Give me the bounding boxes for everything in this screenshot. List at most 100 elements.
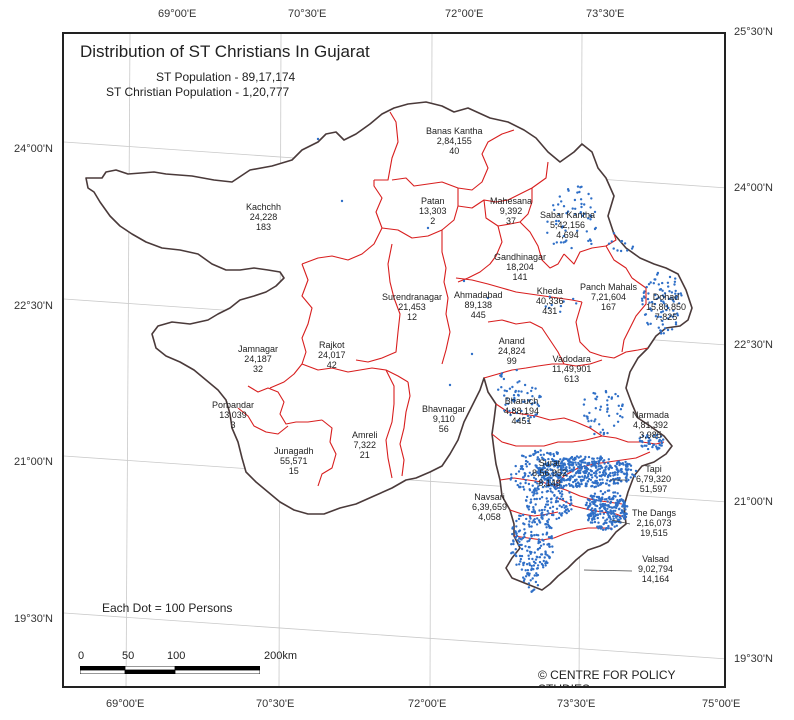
dot	[524, 481, 527, 485]
dot	[625, 505, 629, 508]
dot	[599, 512, 602, 516]
dot	[533, 521, 537, 524]
dot	[505, 389, 508, 393]
dot	[546, 481, 549, 484]
dot	[590, 419, 593, 422]
dot	[599, 431, 602, 434]
dot	[623, 513, 627, 516]
dot	[547, 518, 550, 521]
map-frame: Distribution of ST Christians In Gujarat…	[62, 32, 726, 688]
dot	[528, 515, 532, 518]
dot	[620, 498, 623, 501]
dot-legend: Each Dot = 100 Persons	[102, 601, 233, 615]
dot	[601, 471, 605, 474]
dot	[587, 473, 590, 476]
dot	[562, 468, 566, 471]
dot	[547, 536, 551, 539]
dot	[589, 494, 592, 498]
dot	[589, 469, 593, 473]
dot	[616, 481, 619, 485]
dot	[602, 516, 605, 519]
dot	[592, 462, 596, 465]
dot	[559, 241, 563, 244]
dot	[599, 467, 602, 470]
dot	[578, 485, 581, 488]
dot	[598, 507, 601, 510]
dot	[527, 505, 531, 508]
dot	[563, 506, 566, 509]
dot	[657, 315, 660, 318]
dot	[527, 582, 531, 585]
dot	[621, 510, 625, 514]
dot	[662, 332, 665, 335]
dot	[515, 563, 518, 566]
dot	[533, 518, 536, 521]
dot	[560, 495, 563, 498]
dot	[546, 520, 549, 524]
dot	[605, 527, 608, 530]
dot	[526, 549, 529, 552]
dot	[585, 482, 588, 486]
dot	[529, 517, 532, 520]
dot	[562, 235, 565, 238]
scale-label-50: 50	[122, 650, 135, 662]
dot	[601, 528, 605, 531]
dot	[565, 466, 568, 469]
dot	[560, 466, 563, 470]
dot	[565, 505, 568, 508]
dot	[527, 557, 531, 560]
dot	[621, 416, 624, 419]
dot	[539, 472, 542, 475]
dot	[573, 198, 577, 202]
dot	[632, 474, 635, 477]
dot	[673, 280, 677, 283]
dot	[583, 465, 586, 468]
dot	[569, 499, 573, 502]
dot	[646, 297, 650, 301]
dot	[536, 403, 539, 406]
dot	[564, 473, 567, 477]
district-label-bharuch: Bharuch 4,88,194 4451	[504, 396, 540, 426]
dot	[529, 498, 533, 501]
dot	[557, 475, 560, 479]
dot	[546, 451, 549, 455]
dot	[559, 310, 562, 313]
dot	[612, 494, 616, 498]
dot	[624, 476, 628, 479]
dot	[509, 478, 512, 481]
dot	[520, 454, 524, 457]
dot	[590, 465, 593, 468]
dot	[623, 501, 626, 504]
dot	[606, 500, 609, 503]
dot	[555, 484, 559, 487]
dot	[549, 490, 552, 493]
dot	[610, 527, 613, 530]
dot	[659, 435, 663, 438]
dot	[535, 567, 539, 570]
dot	[619, 414, 622, 418]
dot	[525, 495, 529, 499]
dot	[523, 383, 527, 387]
dot	[508, 409, 511, 413]
dot	[589, 521, 593, 524]
dot	[552, 452, 555, 456]
dot	[599, 500, 602, 503]
dot	[549, 483, 552, 486]
dot	[593, 227, 597, 231]
dot	[604, 519, 607, 522]
dot	[542, 543, 545, 546]
dot	[563, 462, 566, 465]
dot	[523, 474, 527, 477]
population-dots	[316, 137, 683, 593]
dot	[568, 482, 571, 486]
dot	[569, 476, 572, 479]
dot	[514, 389, 517, 393]
dot	[580, 482, 583, 486]
dot	[603, 491, 607, 494]
dot	[623, 506, 626, 509]
dot	[600, 509, 604, 513]
lat-label-left-2: 22°30'N	[14, 300, 53, 312]
dot	[527, 474, 530, 478]
dot	[655, 433, 659, 437]
dot	[541, 533, 545, 536]
